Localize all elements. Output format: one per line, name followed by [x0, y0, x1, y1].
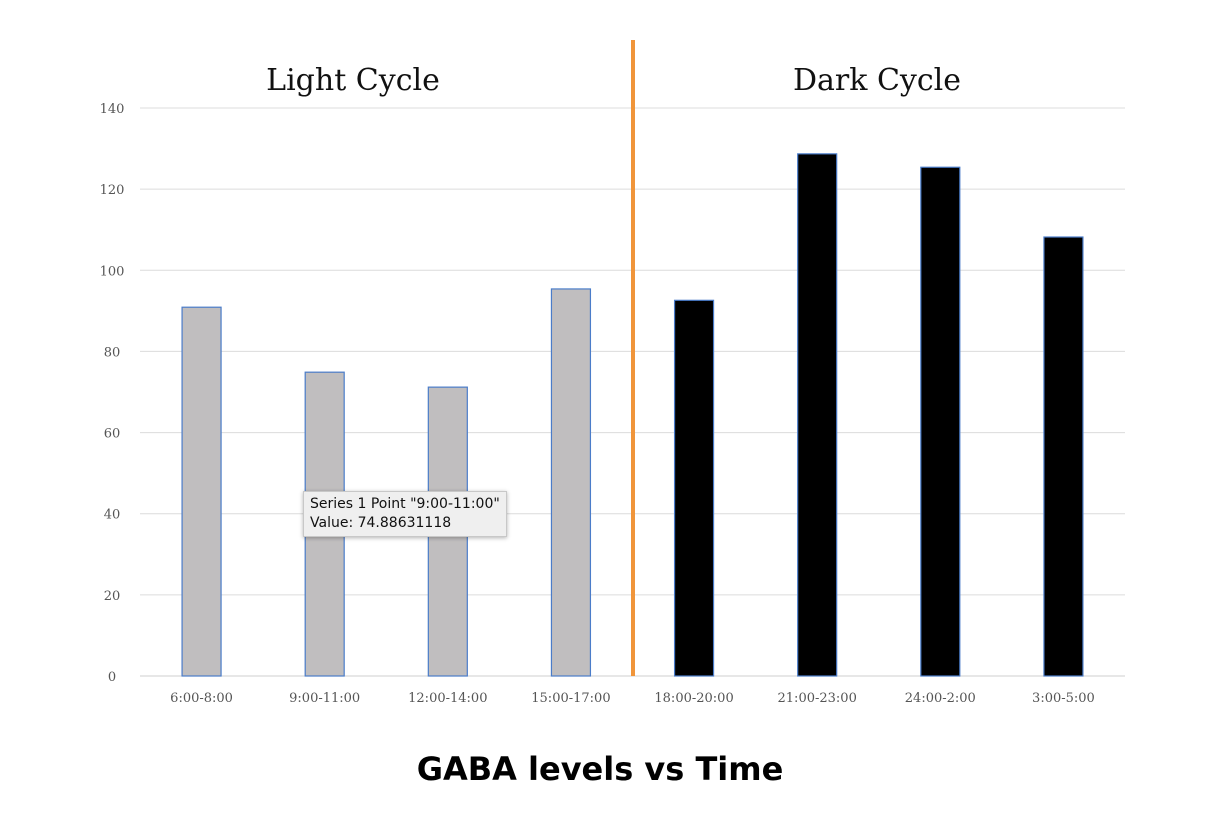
y-tick-label: 40 [104, 508, 121, 523]
x-tick-label: 3:00-5:00 [1032, 691, 1095, 706]
bar-6:00-8:00[interactable] [181, 306, 222, 677]
x-tick-label: 21:00-23:00 [778, 691, 857, 706]
x-tick-label: 24:00-2:00 [905, 691, 976, 706]
y-tick-label: 20 [104, 589, 121, 604]
bar-18:00-20:00[interactable] [673, 299, 715, 677]
bar-3:00-5:00[interactable] [1043, 236, 1084, 677]
y-tick-label: 0 [108, 670, 116, 685]
x-tick-label: 9:00-11:00 [289, 691, 360, 706]
dark-cycle-label: Dark Cycle [793, 63, 961, 98]
tooltip-value: Value: 74.88631118 [310, 515, 452, 531]
light-cycle-label: Light Cycle [266, 63, 440, 98]
tooltip-series-point: Series 1 Point "9:00-11:00" [310, 496, 500, 512]
chart-title: GABA levels vs Time [417, 750, 784, 788]
y-tick-label: 60 [104, 427, 121, 442]
x-tick-label: 18:00-20:00 [654, 691, 733, 706]
x-tick-label: 15:00-17:00 [531, 691, 610, 706]
y-tick-label: 100 [100, 264, 125, 279]
data-point-tooltip: Series 1 Point "9:00-11:00" Value: 74.88… [303, 491, 507, 537]
y-tick-label: 140 [100, 102, 125, 117]
x-tick-label: 12:00-14:00 [408, 691, 487, 706]
bar-21:00-23:00[interactable] [797, 153, 838, 677]
x-tick-label: 6:00-8:00 [170, 691, 233, 706]
bar-24:00-2:00[interactable] [920, 166, 961, 677]
x-axis-ticks: 6:00-8:00 9:00-11:00 12:00-14:00 15:00-17:0… [170, 691, 1095, 706]
y-axis-ticks: 0 20 40 60 80 100 120 140 [100, 102, 125, 685]
y-tick-label: 80 [104, 345, 121, 360]
y-tick-label: 120 [100, 183, 125, 198]
bar-15:00-17:00[interactable] [550, 288, 592, 677]
